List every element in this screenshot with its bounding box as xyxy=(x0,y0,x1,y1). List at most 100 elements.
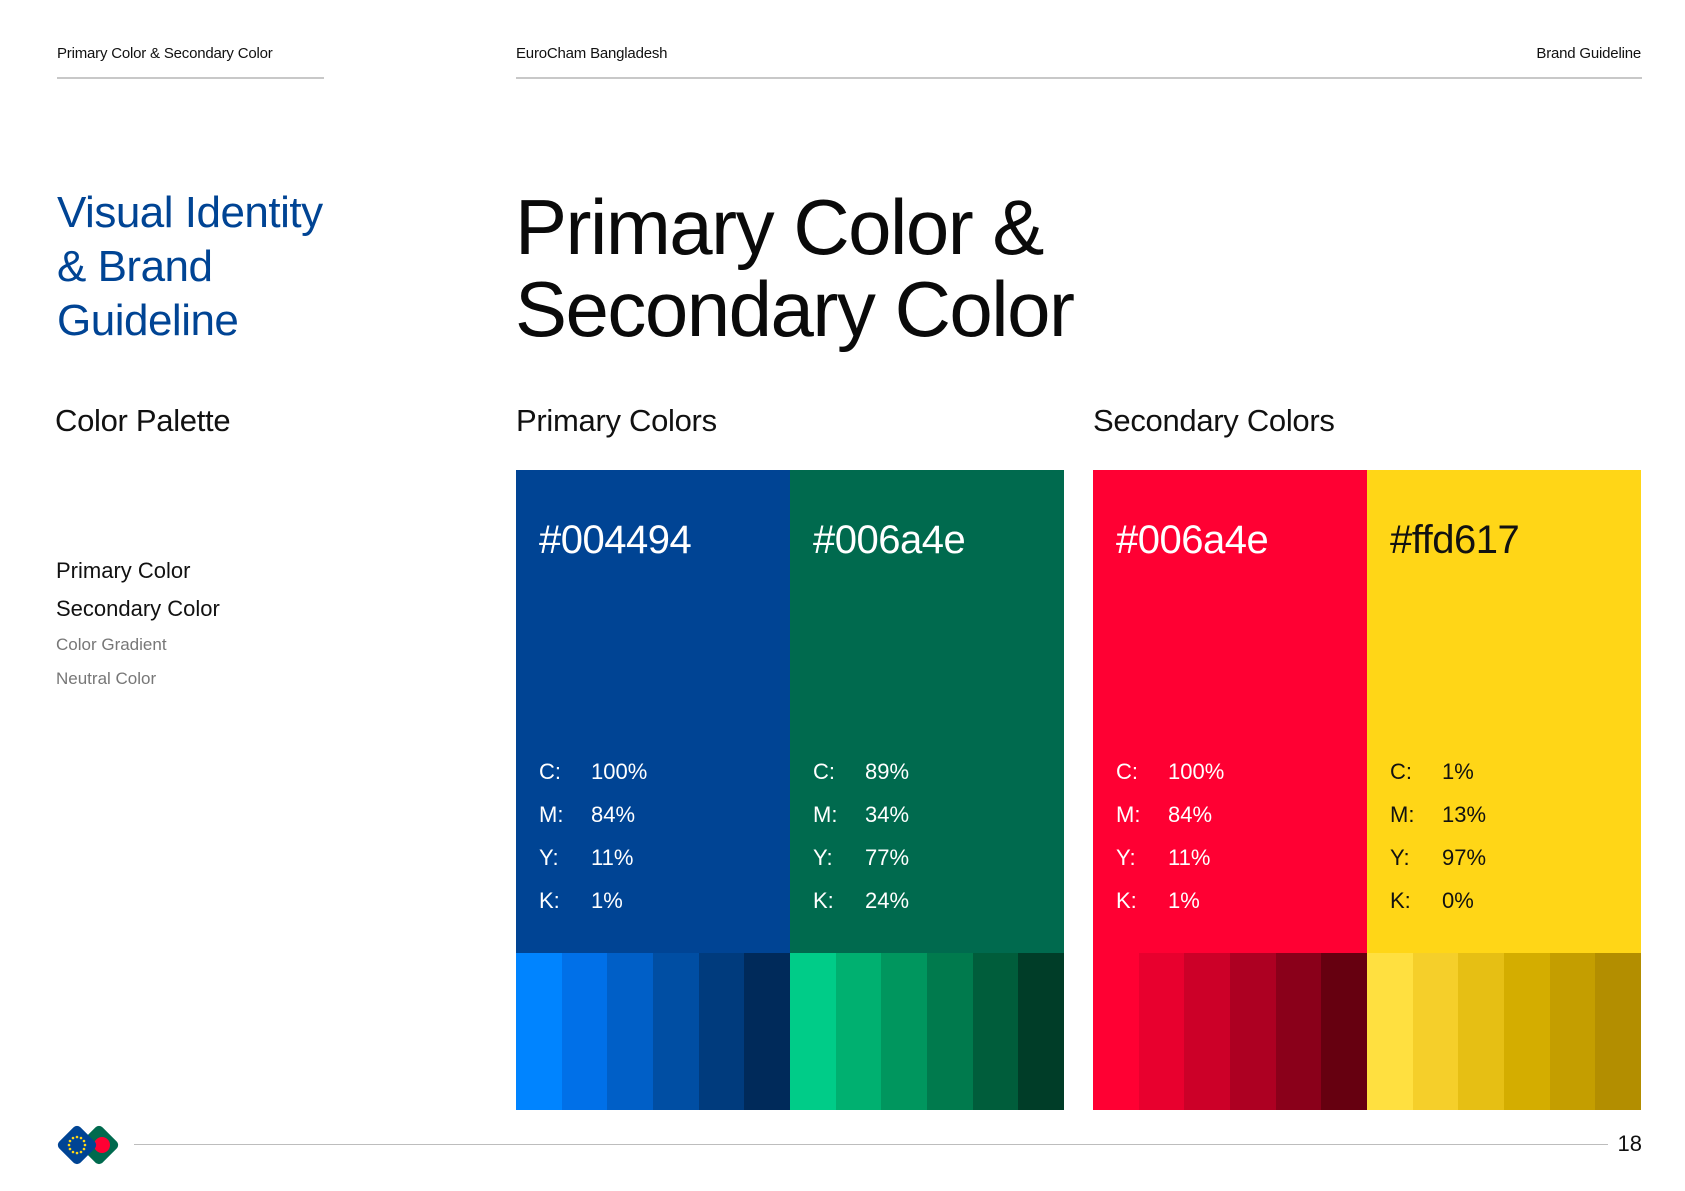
cmyk-channel-label: M: xyxy=(1390,801,1415,827)
shade-tile xyxy=(790,953,836,1110)
shade-tile xyxy=(1230,953,1276,1110)
cmyk-row: C: 89% xyxy=(813,750,909,793)
cmyk-channel-value: 24% xyxy=(865,887,910,913)
nav-item-secondary-color[interactable]: Secondary Color xyxy=(56,596,220,621)
cmyk-row: Y: 97% xyxy=(1390,836,1486,879)
swatch-panel-yellow: #ffd617 C: 1% M: 13% Y: 97% K: 0% xyxy=(1367,470,1642,1110)
shade-tile xyxy=(927,953,973,1110)
cmyk-channel-value: 1% xyxy=(1168,887,1200,913)
cmyk-channel-value: 100% xyxy=(591,758,648,784)
cmyk-row: M: 13% xyxy=(1390,793,1486,836)
cmyk-row: Y: 77% xyxy=(813,836,909,879)
cmyk-channel-value: 84% xyxy=(591,801,636,827)
shade-tile xyxy=(1184,953,1231,1110)
cmyk-channel-label: Y: xyxy=(539,844,559,870)
swatch-hex-code: #ffd617 xyxy=(1390,518,1520,562)
swatch-color-block: #006a4e C: 89% M: 34% Y: 77% K: 24% xyxy=(790,470,1064,953)
cmyk-row: M: 34% xyxy=(813,793,909,836)
shade-tile xyxy=(1549,953,1596,1110)
cmyk-channel-value: 1% xyxy=(1442,758,1474,784)
shade-tile xyxy=(1321,953,1368,1110)
nav-item-primary-color[interactable]: Primary Color xyxy=(56,558,191,583)
swatch-hex-code: #006a4e xyxy=(813,518,966,562)
cmyk-channel-value: 13% xyxy=(1442,801,1487,827)
swatch-hex-code: #004494 xyxy=(539,518,692,562)
cmyk-channel-label: K: xyxy=(1116,887,1137,913)
swatch-panel-blue: #004494 C: 100% M: 84% Y: 11% K: 1% xyxy=(516,470,791,1110)
cmyk-channel-label: K: xyxy=(539,887,560,913)
swatch-hex-code: #006a4e xyxy=(1116,518,1269,562)
swatch-panel-red: #006a4e C: 100% M: 84% Y: 11% K: 1% xyxy=(1093,470,1368,1110)
cmyk-channel-label: C: xyxy=(1390,758,1412,784)
header-rule-left xyxy=(57,77,324,79)
swatch-cmyk-values: C: 1% M: 13% Y: 97% K: 0% xyxy=(1390,750,1486,922)
cmyk-row: Y: 11% xyxy=(1116,836,1224,879)
shade-tile xyxy=(1138,953,1185,1110)
cmyk-row: Y: 11% xyxy=(539,836,647,879)
cmyk-channel-value: 84% xyxy=(1168,801,1213,827)
shade-tile xyxy=(881,953,928,1110)
shade-tile xyxy=(1504,953,1550,1110)
sidebar-title: Visual Identity & Brand Guideline xyxy=(57,186,377,348)
swatch-shade-strip xyxy=(1367,953,1642,1110)
cmyk-channel-label: K: xyxy=(813,887,834,913)
page-title-line: Primary Color & xyxy=(515,183,1044,271)
shade-tile xyxy=(1367,953,1413,1110)
cmyk-channel-label: C: xyxy=(539,758,561,784)
cmyk-row: M: 84% xyxy=(539,793,647,836)
cmyk-row: M: 84% xyxy=(1116,793,1224,836)
sidebar-nav: Primary Color Secondary Color Color Grad… xyxy=(56,552,220,696)
page-number: 18 xyxy=(1617,1131,1642,1156)
shade-tile xyxy=(607,953,654,1110)
nav-item-neutral-color[interactable]: Neutral Color xyxy=(56,669,157,688)
cmyk-channel-value: 34% xyxy=(865,801,910,827)
cmyk-channel-value: 0% xyxy=(1442,887,1474,913)
shade-tile xyxy=(516,953,562,1110)
swatch-cmyk-values: C: 100% M: 84% Y: 11% K: 1% xyxy=(539,750,647,922)
color-palette-label: Color Palette xyxy=(55,403,231,438)
cmyk-channel-label: Y: xyxy=(1390,844,1410,870)
cmyk-channel-label: C: xyxy=(1116,758,1138,784)
cmyk-channel-value: 97% xyxy=(1442,844,1487,870)
footer-rule xyxy=(134,1144,1608,1145)
shade-tile xyxy=(1275,953,1322,1110)
nav-item-color-gradient[interactable]: Color Gradient xyxy=(56,635,167,654)
shade-tile xyxy=(1018,953,1065,1110)
cmyk-row: K: 0% xyxy=(1390,879,1486,922)
header-doc-label: Brand Guideline xyxy=(1536,45,1641,62)
shade-tile xyxy=(972,953,1019,1110)
cmyk-channel-label: Y: xyxy=(1116,844,1136,870)
primary-colors-heading: Primary Colors xyxy=(516,403,717,438)
cmyk-channel-value: 1% xyxy=(591,887,623,913)
shade-tile xyxy=(1595,953,1642,1110)
cmyk-channel-label: M: xyxy=(813,801,838,827)
cmyk-row: C: 1% xyxy=(1390,750,1486,793)
shade-tile xyxy=(1458,953,1505,1110)
sidebar-title-line: Visual Identity xyxy=(57,188,323,237)
swatch-panel-green: #006a4e C: 89% M: 34% Y: 77% K: 24% xyxy=(790,470,1065,1110)
header-rule-right xyxy=(516,77,1642,79)
cmyk-row: C: 100% xyxy=(1116,750,1224,793)
swatch-shade-strip xyxy=(1093,953,1368,1110)
shade-tile xyxy=(1412,953,1459,1110)
cmyk-channel-label: C: xyxy=(813,758,835,784)
swatch-cmyk-values: C: 89% M: 34% Y: 77% K: 24% xyxy=(813,750,909,922)
swatch-color-block: #ffd617 C: 1% M: 13% Y: 97% K: 0% xyxy=(1367,470,1641,953)
page-title: Primary Color & Secondary Color xyxy=(515,186,1215,350)
swatch-color-block: #004494 C: 100% M: 84% Y: 11% K: 1% xyxy=(516,470,790,953)
cmyk-channel-value: 11% xyxy=(1168,844,1211,870)
header-section-label: Primary Color & Secondary Color xyxy=(57,45,273,62)
sidebar-title-line: & Brand xyxy=(57,242,213,291)
cmyk-channel-value: 89% xyxy=(865,758,910,784)
shade-tile xyxy=(835,953,882,1110)
shade-tile xyxy=(744,953,791,1110)
sidebar-title-line: Guideline xyxy=(57,296,239,345)
eurocham-logo-icon xyxy=(57,1125,119,1165)
cmyk-row: K: 1% xyxy=(539,879,647,922)
cmyk-channel-value: 77% xyxy=(865,844,910,870)
shade-tile xyxy=(561,953,608,1110)
swatch-color-block: #006a4e C: 100% M: 84% Y: 11% K: 1% xyxy=(1093,470,1367,953)
swatch-cmyk-values: C: 100% M: 84% Y: 11% K: 1% xyxy=(1116,750,1224,922)
cmyk-row: C: 100% xyxy=(539,750,647,793)
shade-tile xyxy=(698,953,745,1110)
